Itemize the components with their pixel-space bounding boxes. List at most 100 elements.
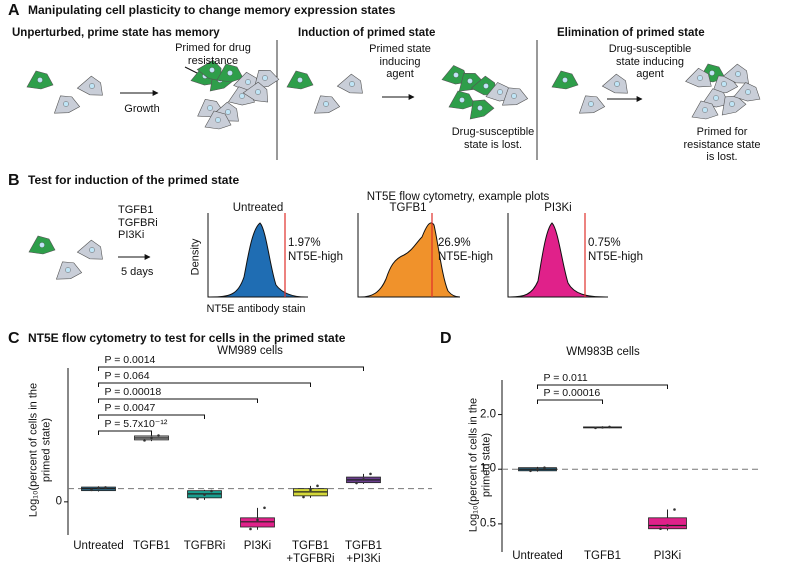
cell-part bbox=[697, 75, 703, 81]
cell bbox=[722, 63, 749, 84]
annotation: Primed for drug resistance bbox=[175, 42, 251, 67]
cell bbox=[242, 81, 268, 103]
section-title: Elimination of primed state bbox=[557, 27, 705, 39]
cell bbox=[685, 67, 712, 88]
data-point bbox=[97, 486, 100, 490]
cell bbox=[313, 95, 341, 114]
data-point bbox=[302, 495, 305, 499]
plots-title: NT5E flow cytometry, example plots bbox=[366, 191, 550, 203]
y-tick-label: 2.0 bbox=[480, 407, 496, 420]
cell-part bbox=[721, 81, 727, 87]
cell bbox=[691, 100, 719, 120]
cell bbox=[733, 82, 761, 102]
x-axis-label: NT5E antibody stain bbox=[206, 303, 306, 315]
cell bbox=[76, 239, 103, 260]
data-point bbox=[673, 508, 676, 511]
chart-subtitle: WM989 cells bbox=[217, 345, 283, 357]
cell bbox=[336, 73, 363, 94]
panel-title: NT5E flow cytometry to test for cells in… bbox=[28, 331, 346, 345]
cell-part bbox=[453, 72, 459, 78]
cell-part bbox=[225, 109, 231, 115]
cell bbox=[601, 73, 628, 94]
percent-label: 1.97% bbox=[288, 237, 321, 249]
annotation: Primed for resistance state is lost. bbox=[683, 126, 761, 164]
cell-part bbox=[735, 71, 741, 77]
cell-part bbox=[459, 97, 465, 103]
p-value-label: P = 0.00018 bbox=[104, 386, 162, 398]
x-tick-label: TGFBRi bbox=[183, 540, 226, 552]
significance-bracket bbox=[98, 382, 311, 387]
data-point bbox=[249, 527, 252, 531]
data-point bbox=[309, 488, 312, 492]
x-tick-label: TGFB1 +PI3Ki bbox=[344, 540, 383, 566]
x-tick-label: Untreated bbox=[512, 550, 563, 562]
box bbox=[648, 517, 687, 530]
annotation: Drug-susceptible state inducing agent bbox=[608, 43, 692, 81]
cell-part bbox=[477, 105, 483, 111]
data-point bbox=[150, 436, 153, 440]
cell bbox=[76, 75, 103, 96]
gate-label: NT5E-high bbox=[588, 251, 643, 263]
x-tick-label: PI3Ki bbox=[243, 540, 272, 552]
cell-part bbox=[37, 77, 43, 83]
cell-part bbox=[349, 81, 355, 87]
data-point bbox=[210, 489, 213, 493]
cell-part bbox=[588, 101, 594, 107]
panel-letter: D bbox=[440, 330, 452, 347]
cell-part bbox=[262, 75, 268, 81]
data-point bbox=[369, 472, 372, 476]
panel-letter: C bbox=[8, 330, 20, 347]
cell-part bbox=[297, 77, 303, 83]
data-point bbox=[601, 426, 604, 429]
data-point bbox=[608, 425, 611, 429]
cell-part bbox=[239, 93, 245, 99]
cell-part bbox=[39, 242, 45, 248]
significance-bracket bbox=[537, 384, 668, 389]
data-point bbox=[104, 486, 107, 489]
cell bbox=[286, 70, 314, 90]
cell-part bbox=[745, 89, 751, 95]
cell-part bbox=[511, 93, 517, 99]
plot-title: TGFB1 bbox=[389, 202, 427, 214]
x-tick-label: PI3Ki bbox=[653, 550, 682, 562]
x-tick-label: TGFB1 +TGFBRi bbox=[286, 540, 335, 566]
data-point bbox=[594, 426, 597, 430]
significance-bracket bbox=[98, 430, 152, 435]
cell-part bbox=[497, 89, 503, 95]
cell bbox=[448, 90, 476, 110]
panel-letter: A bbox=[8, 2, 20, 19]
density-curve bbox=[509, 222, 607, 298]
cell bbox=[551, 70, 579, 90]
p-value-label: P = 5.7x10⁻¹² bbox=[104, 418, 168, 430]
cell-part bbox=[702, 107, 708, 113]
cell-part bbox=[207, 105, 213, 111]
cell bbox=[501, 87, 529, 106]
panel-title: Test for induction of the primed state bbox=[28, 173, 240, 187]
significance-bracket bbox=[98, 398, 258, 403]
data-point bbox=[157, 434, 160, 437]
annotation: Growth bbox=[124, 103, 160, 115]
treatments: TGFB1 TGFBRi PI3Ki bbox=[118, 204, 158, 242]
y-tick-label: 1.0 bbox=[480, 462, 496, 475]
x-tick-label: Untreated bbox=[73, 540, 124, 552]
duration: 5 days bbox=[121, 266, 154, 278]
cell bbox=[578, 95, 606, 114]
data-point bbox=[659, 527, 662, 531]
data-point bbox=[203, 493, 206, 496]
p-value-label: P = 0.00016 bbox=[543, 387, 601, 399]
x-tick-label: TGFB1 bbox=[583, 550, 622, 562]
significance-bracket bbox=[98, 414, 205, 419]
data-point bbox=[362, 478, 365, 481]
cell-part bbox=[562, 77, 568, 83]
y-tick-label: 0.5 bbox=[480, 517, 496, 530]
cell bbox=[216, 63, 244, 83]
cell-part bbox=[255, 89, 261, 95]
cell bbox=[28, 235, 56, 255]
cell-part bbox=[709, 70, 715, 76]
cell-part bbox=[65, 267, 71, 273]
p-value-label: P = 0.011 bbox=[543, 372, 588, 384]
y-axis-label: Log₁₀(percent of cells in the primed sta… bbox=[27, 382, 52, 518]
x-tick-label: TGFB1 bbox=[132, 540, 171, 552]
cell-part bbox=[89, 247, 95, 253]
